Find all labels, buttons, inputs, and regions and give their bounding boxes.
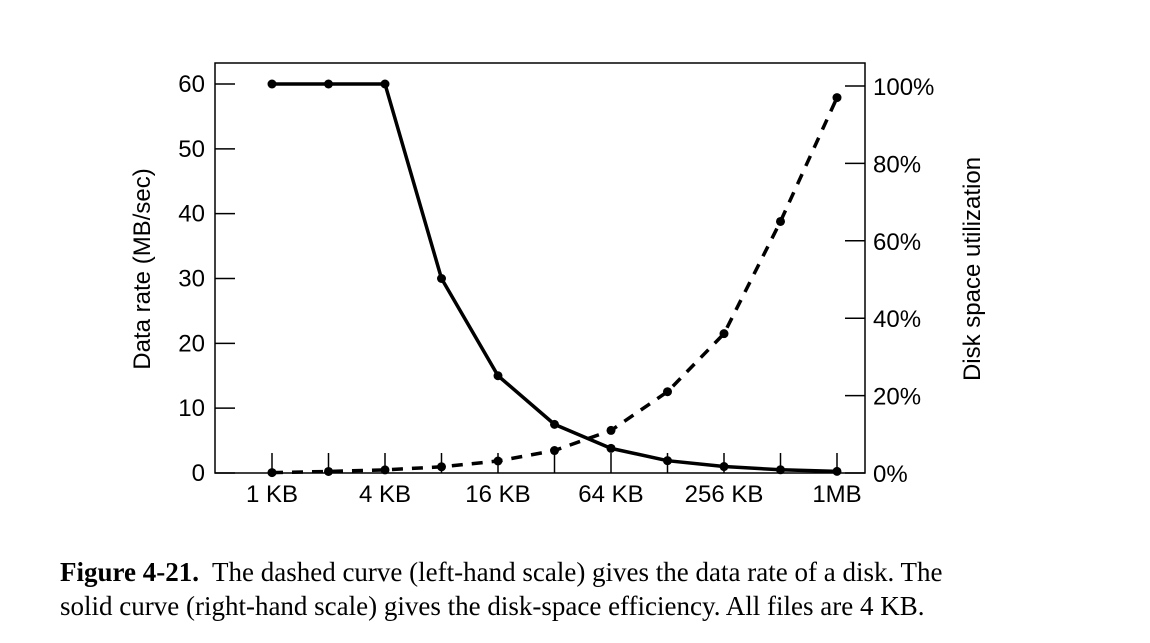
left-y-tick-label: 60 (178, 71, 205, 98)
right-y-tick-label: 80% (873, 151, 921, 178)
dashed-series-point (719, 329, 729, 339)
figure-caption: Figure 4-21. The dashed curve (left-hand… (60, 555, 1100, 623)
left-axis-title: Data rate (MB/sec) (129, 168, 156, 369)
dashed-series-point (776, 216, 785, 226)
right-y-tick-label: 100% (873, 74, 934, 101)
solid-series-point (719, 462, 729, 472)
left-y-tick-label: 20 (178, 330, 205, 357)
right-y-tick-label: 40% (873, 306, 921, 333)
plot-frame (214, 62, 866, 474)
right-axis-title: Disk space utilization (959, 157, 986, 381)
solid-series-point (776, 465, 785, 475)
x-tick-label: 64 KB (578, 481, 643, 508)
solid-series-point (663, 456, 672, 466)
left-y-tick-label: 0 (192, 460, 205, 487)
dashed-series-point (324, 466, 333, 476)
left-y-tick-label: 10 (178, 395, 205, 422)
left-y-tick-label: 30 (178, 266, 205, 293)
x-tick-label: 1MB (812, 481, 861, 508)
solid-series-line (272, 82, 838, 474)
dashed-series-point (267, 468, 277, 478)
caption-text-line2: solid curve (right-hand scale) gives the… (60, 591, 925, 621)
dashed-series-point (493, 456, 503, 466)
dashed-series-point (663, 387, 672, 397)
x-tick-label: 16 KB (465, 481, 530, 508)
right-y-tick-label: 0% (873, 461, 908, 488)
solid-series-point (267, 79, 277, 89)
solid-series-point (606, 443, 616, 453)
solid-series-point (324, 79, 333, 89)
x-tick-label: 256 KB (685, 481, 764, 508)
solid-series-point (380, 79, 390, 89)
solid-series-point (550, 419, 559, 429)
caption-text-line1: The dashed curve (left-hand scale) gives… (212, 557, 943, 587)
left-y-tick-label: 40 (178, 201, 205, 228)
figure-label: Figure 4-21. (60, 557, 199, 587)
dashed-series-point (437, 462, 446, 472)
x-tick-label: 4 KB (359, 481, 411, 508)
solid-series-point (493, 371, 503, 381)
dashed-series-point (606, 425, 616, 435)
left-y-tick-label: 50 (178, 136, 205, 163)
dashed-series-point (832, 93, 842, 103)
dashed-series-line (271, 96, 839, 475)
x-tick-label: 1 KB (246, 481, 298, 508)
right-y-tick-label: 20% (873, 384, 921, 411)
dashed-series-point (550, 446, 559, 456)
solid-series-point (832, 466, 842, 476)
right-y-tick-label: 60% (873, 229, 921, 256)
dashed-series-point (380, 465, 390, 475)
solid-series-point (437, 274, 446, 283)
